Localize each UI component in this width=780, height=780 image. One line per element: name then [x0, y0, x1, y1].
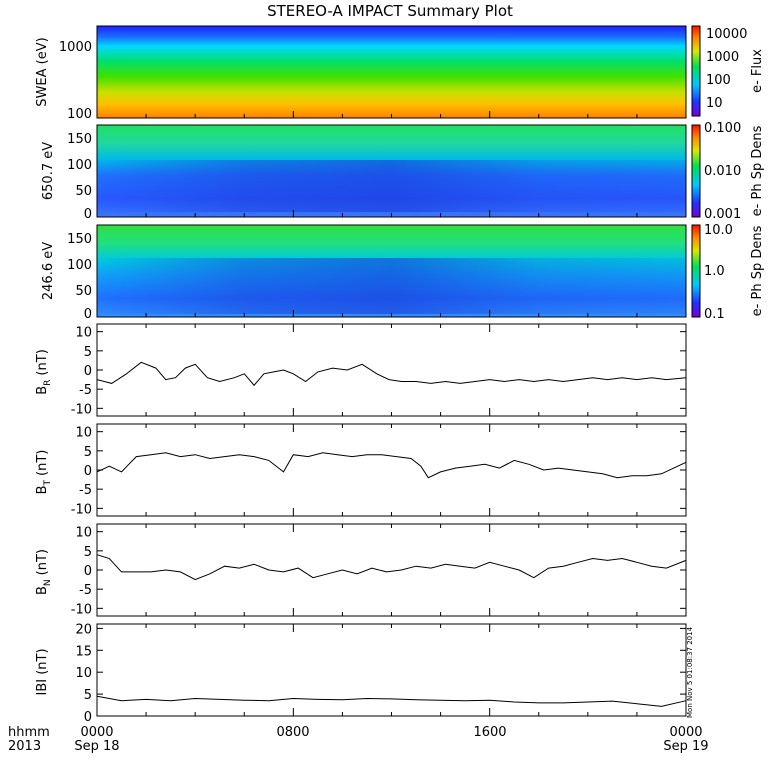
panel-swea: 1000 100 SWEA (eV)	[35, 25, 687, 122]
colorbar-pad246: 10.0 1.0 0.1 e- Ph Sp Dens	[691, 223, 765, 322]
bn-ylabel-sub: N	[43, 579, 53, 586]
colorbar-pad246-tick-1: 1.0	[704, 264, 725, 279]
swea-ytick-100: 100	[67, 107, 92, 122]
time-tick-hhmm: 1600	[473, 725, 506, 740]
br-ytick-label: -5	[79, 383, 92, 398]
bmag-ytick-label: 5	[84, 688, 92, 703]
pad246-ylabel: 246.6 eV	[41, 242, 56, 300]
br-ylabel-main: B	[35, 386, 50, 395]
timestamp-note: Mon Nov 5 01:08:37 2014	[686, 626, 694, 718]
bmag-ylabel: IBI (nT)	[35, 648, 50, 695]
br-frame	[96, 323, 687, 417]
time-tick-hhmm: 0000	[80, 725, 113, 740]
colorbar-flux-tick-10000: 10000	[706, 27, 747, 42]
time-row2-label: 2013	[8, 739, 41, 754]
bmag-frame	[96, 623, 687, 717]
figure-title: STEREO-A IMPACT Summary Plot	[267, 2, 513, 20]
pad246-ytick-150: 150	[67, 232, 92, 247]
bmag-ytick-label: 10	[75, 666, 92, 681]
swea-ylabel: SWEA (eV)	[35, 37, 50, 106]
colorbar-pad246-tick-01: 0.1	[704, 307, 725, 322]
colorbar-flux-tick-100: 100	[706, 73, 731, 88]
br-ytick-label: 0	[84, 364, 92, 379]
br-ylabel-unit: (nT)	[35, 349, 50, 375]
colorbar-pad246-label: e- Ph Sp Dens	[750, 225, 765, 316]
bt-ylabel-sub: T	[43, 479, 53, 486]
bmag-ytick-label: 20	[75, 622, 92, 637]
bn-ytick-label: -5	[79, 583, 92, 598]
bt-ytick-label: 5	[84, 445, 92, 460]
colorbar-flux-scale	[691, 25, 701, 117]
colorbar-pad650-tick-0001: 0.001	[704, 207, 741, 222]
bn-ytick-label: -10	[71, 602, 92, 617]
swea-spectrogram	[97, 26, 686, 118]
bn-ylabel: BN (nT)	[35, 549, 53, 595]
panel-pad-650: 150 100 50 0 650.7 eV	[41, 124, 687, 222]
colorbar-pad650-tick-0100: 0.100	[704, 121, 741, 136]
bn-ylabel-main: B	[35, 586, 50, 595]
colorbar-pad246-tick-10: 10.0	[704, 223, 733, 238]
pad650-darkband	[97, 160, 686, 212]
br-ytick-label: 5	[84, 345, 92, 360]
colorbar-pad650: 0.100 0.010 0.001 e- Ph Sp Dens	[691, 121, 765, 222]
time-row1-label: hhmm	[8, 725, 50, 740]
br-series-line	[96, 361, 687, 387]
bmag-ytick-label: 0	[84, 710, 92, 725]
colorbar-flux-label: e- Flux	[750, 49, 765, 93]
bt-ytick-label: -5	[79, 483, 92, 498]
bt-ylabel-unit: (nT)	[35, 450, 50, 476]
pad246-darkband	[97, 258, 686, 314]
time-tick-hhmm: 0800	[276, 725, 309, 740]
bmag-series-line	[96, 695, 687, 707]
bt-ylabel: BT (nT)	[35, 450, 53, 495]
bn-ytick-label: 5	[84, 545, 92, 560]
pad650-ytick-50: 50	[75, 184, 92, 199]
colorbar-flux-tick-10: 10	[706, 96, 723, 111]
bmag-ytick-label: 15	[75, 644, 92, 659]
br-ytick-label: -10	[71, 402, 92, 417]
bt-frame	[96, 423, 687, 517]
br-ytick-label: 10	[75, 326, 92, 341]
pad246-ytick-50: 50	[75, 284, 92, 299]
bn-ytick-label: 0	[84, 564, 92, 579]
bt-ytick-label: -10	[71, 502, 92, 517]
colorbar-pad650-scale	[691, 124, 701, 218]
time-tick-hhmm: 0000	[669, 725, 702, 740]
pad650-ylabel: 650.7 eV	[41, 142, 56, 200]
bt-series-line	[96, 452, 687, 479]
bt-ytick-label: 0	[84, 464, 92, 479]
br-ylabel: BR (nT)	[35, 349, 53, 395]
colorbar-pad246-scale	[691, 224, 701, 318]
swea-ytick-1000: 1000	[59, 40, 92, 55]
time-tick-date: Sep 19	[663, 739, 708, 754]
pad650-ytick-100: 100	[67, 158, 92, 173]
time-tick-date: Sep 18	[74, 739, 119, 754]
pad246-ytick-0: 0	[84, 307, 92, 322]
br-ylabel-sub: R	[43, 380, 53, 386]
pad650-ytick-0: 0	[84, 207, 92, 222]
colorbar-flux: 10000 1000 100 10 e- Flux	[691, 25, 765, 117]
panel-pad-246: 150 100 50 0 246.6 eV	[41, 224, 687, 322]
pad650-ytick-150: 150	[67, 132, 92, 147]
bt-ytick-label: 10	[75, 426, 92, 441]
pad246-ytick-100: 100	[67, 258, 92, 273]
bn-ytick-label: 10	[75, 526, 92, 541]
colorbar-flux-tick-1000: 1000	[706, 50, 739, 65]
bn-ylabel-unit: (nT)	[35, 549, 50, 575]
bn-frame	[96, 523, 687, 617]
colorbar-pad650-label: e- Ph Sp Dens	[750, 125, 765, 216]
colorbar-pad650-tick-0010: 0.010	[704, 164, 741, 179]
bt-ylabel-main: B	[35, 485, 50, 494]
bn-series-line	[96, 554, 687, 581]
